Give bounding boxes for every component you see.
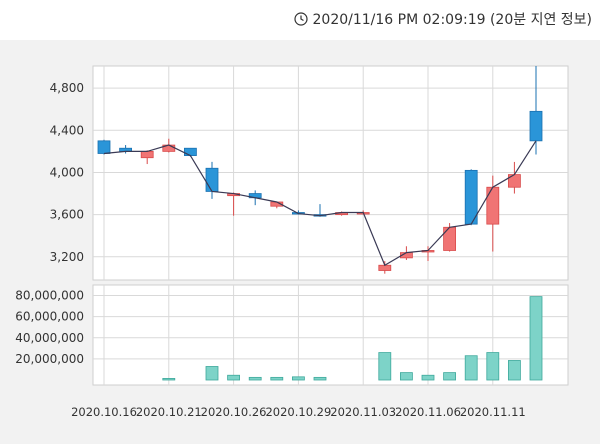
date-grid — [103, 66, 494, 385]
volume-bar — [399, 372, 413, 381]
volume-bars — [162, 296, 543, 381]
volume-bar — [313, 376, 327, 381]
volume-bar — [248, 376, 262, 381]
candle-body — [140, 150, 154, 159]
price-tick-label: 4,400 — [50, 123, 84, 137]
stock-chart: 3,200 3,600 4,000 4,400 4,800 20,000,000 40,0… — [15, 65, 569, 419]
volume-tick-label: 20,000,000 — [15, 352, 84, 366]
candle-body — [205, 167, 219, 192]
volume-bar — [378, 352, 392, 381]
volume-tick-label: 40,000,000 — [15, 331, 84, 345]
volume-bar — [529, 296, 543, 381]
volume-tick-label: 80,000,000 — [15, 289, 84, 303]
clock-icon — [293, 12, 308, 26]
price-plot-area — [92, 65, 569, 281]
volume-bar — [443, 372, 457, 381]
candle-body — [97, 140, 111, 154]
candle-body — [378, 264, 392, 271]
date-tick-label: 2020.11.11 — [460, 405, 526, 419]
volume-bar — [291, 376, 305, 381]
volume-bar — [270, 376, 284, 381]
candle-body — [443, 226, 457, 251]
price-tick-label: 3,600 — [50, 208, 84, 222]
volume-bar — [486, 352, 500, 381]
volume-axis: 20,000,000 40,000,000 60,000,000 80,000,000 — [15, 289, 84, 366]
date-tick-label: 2020.11.06 — [395, 405, 461, 419]
volume-bar — [227, 374, 241, 381]
close-price-line — [103, 140, 537, 267]
price-tick-label: 4,000 — [50, 165, 84, 179]
volume-bar — [421, 374, 435, 381]
candles — [97, 66, 543, 274]
date-tick-label: 2020.10.16 — [71, 405, 137, 419]
date-tick-label: 2020.10.26 — [201, 405, 267, 419]
date-axis: 2020.10.162020.10.212020.10.262020.10.29… — [71, 405, 526, 419]
price-axis: 3,200 3,600 4,000 4,400 4,800 — [50, 81, 84, 264]
date-tick-label: 2020.10.21 — [136, 405, 202, 419]
date-tick-label: 2020.11.03 — [330, 405, 396, 419]
volume-bar — [205, 366, 219, 381]
price-tick-label: 3,200 — [50, 250, 84, 264]
volume-bar — [464, 355, 478, 381]
timestamp-bar: 2020/11/16 PM 02:09:19 (20분 지연 정보) — [0, 0, 600, 38]
volume-tick-label: 60,000,000 — [15, 310, 84, 324]
volume-bar — [162, 378, 176, 381]
price-tick-label: 4,800 — [50, 81, 84, 95]
timestamp-text: 2020/11/16 PM 02:09:19 (20분 지연 정보) — [312, 12, 592, 28]
price-grid — [93, 87, 568, 258]
candle-body — [529, 110, 543, 142]
volume-bar — [507, 360, 521, 381]
candle-body — [183, 147, 197, 157]
candle-body — [486, 186, 500, 225]
date-tick-label: 2020.10.29 — [265, 405, 331, 419]
chart-panel: 3,200 3,600 4,000 4,400 4,800 20,000,000 40,0… — [0, 40, 600, 444]
